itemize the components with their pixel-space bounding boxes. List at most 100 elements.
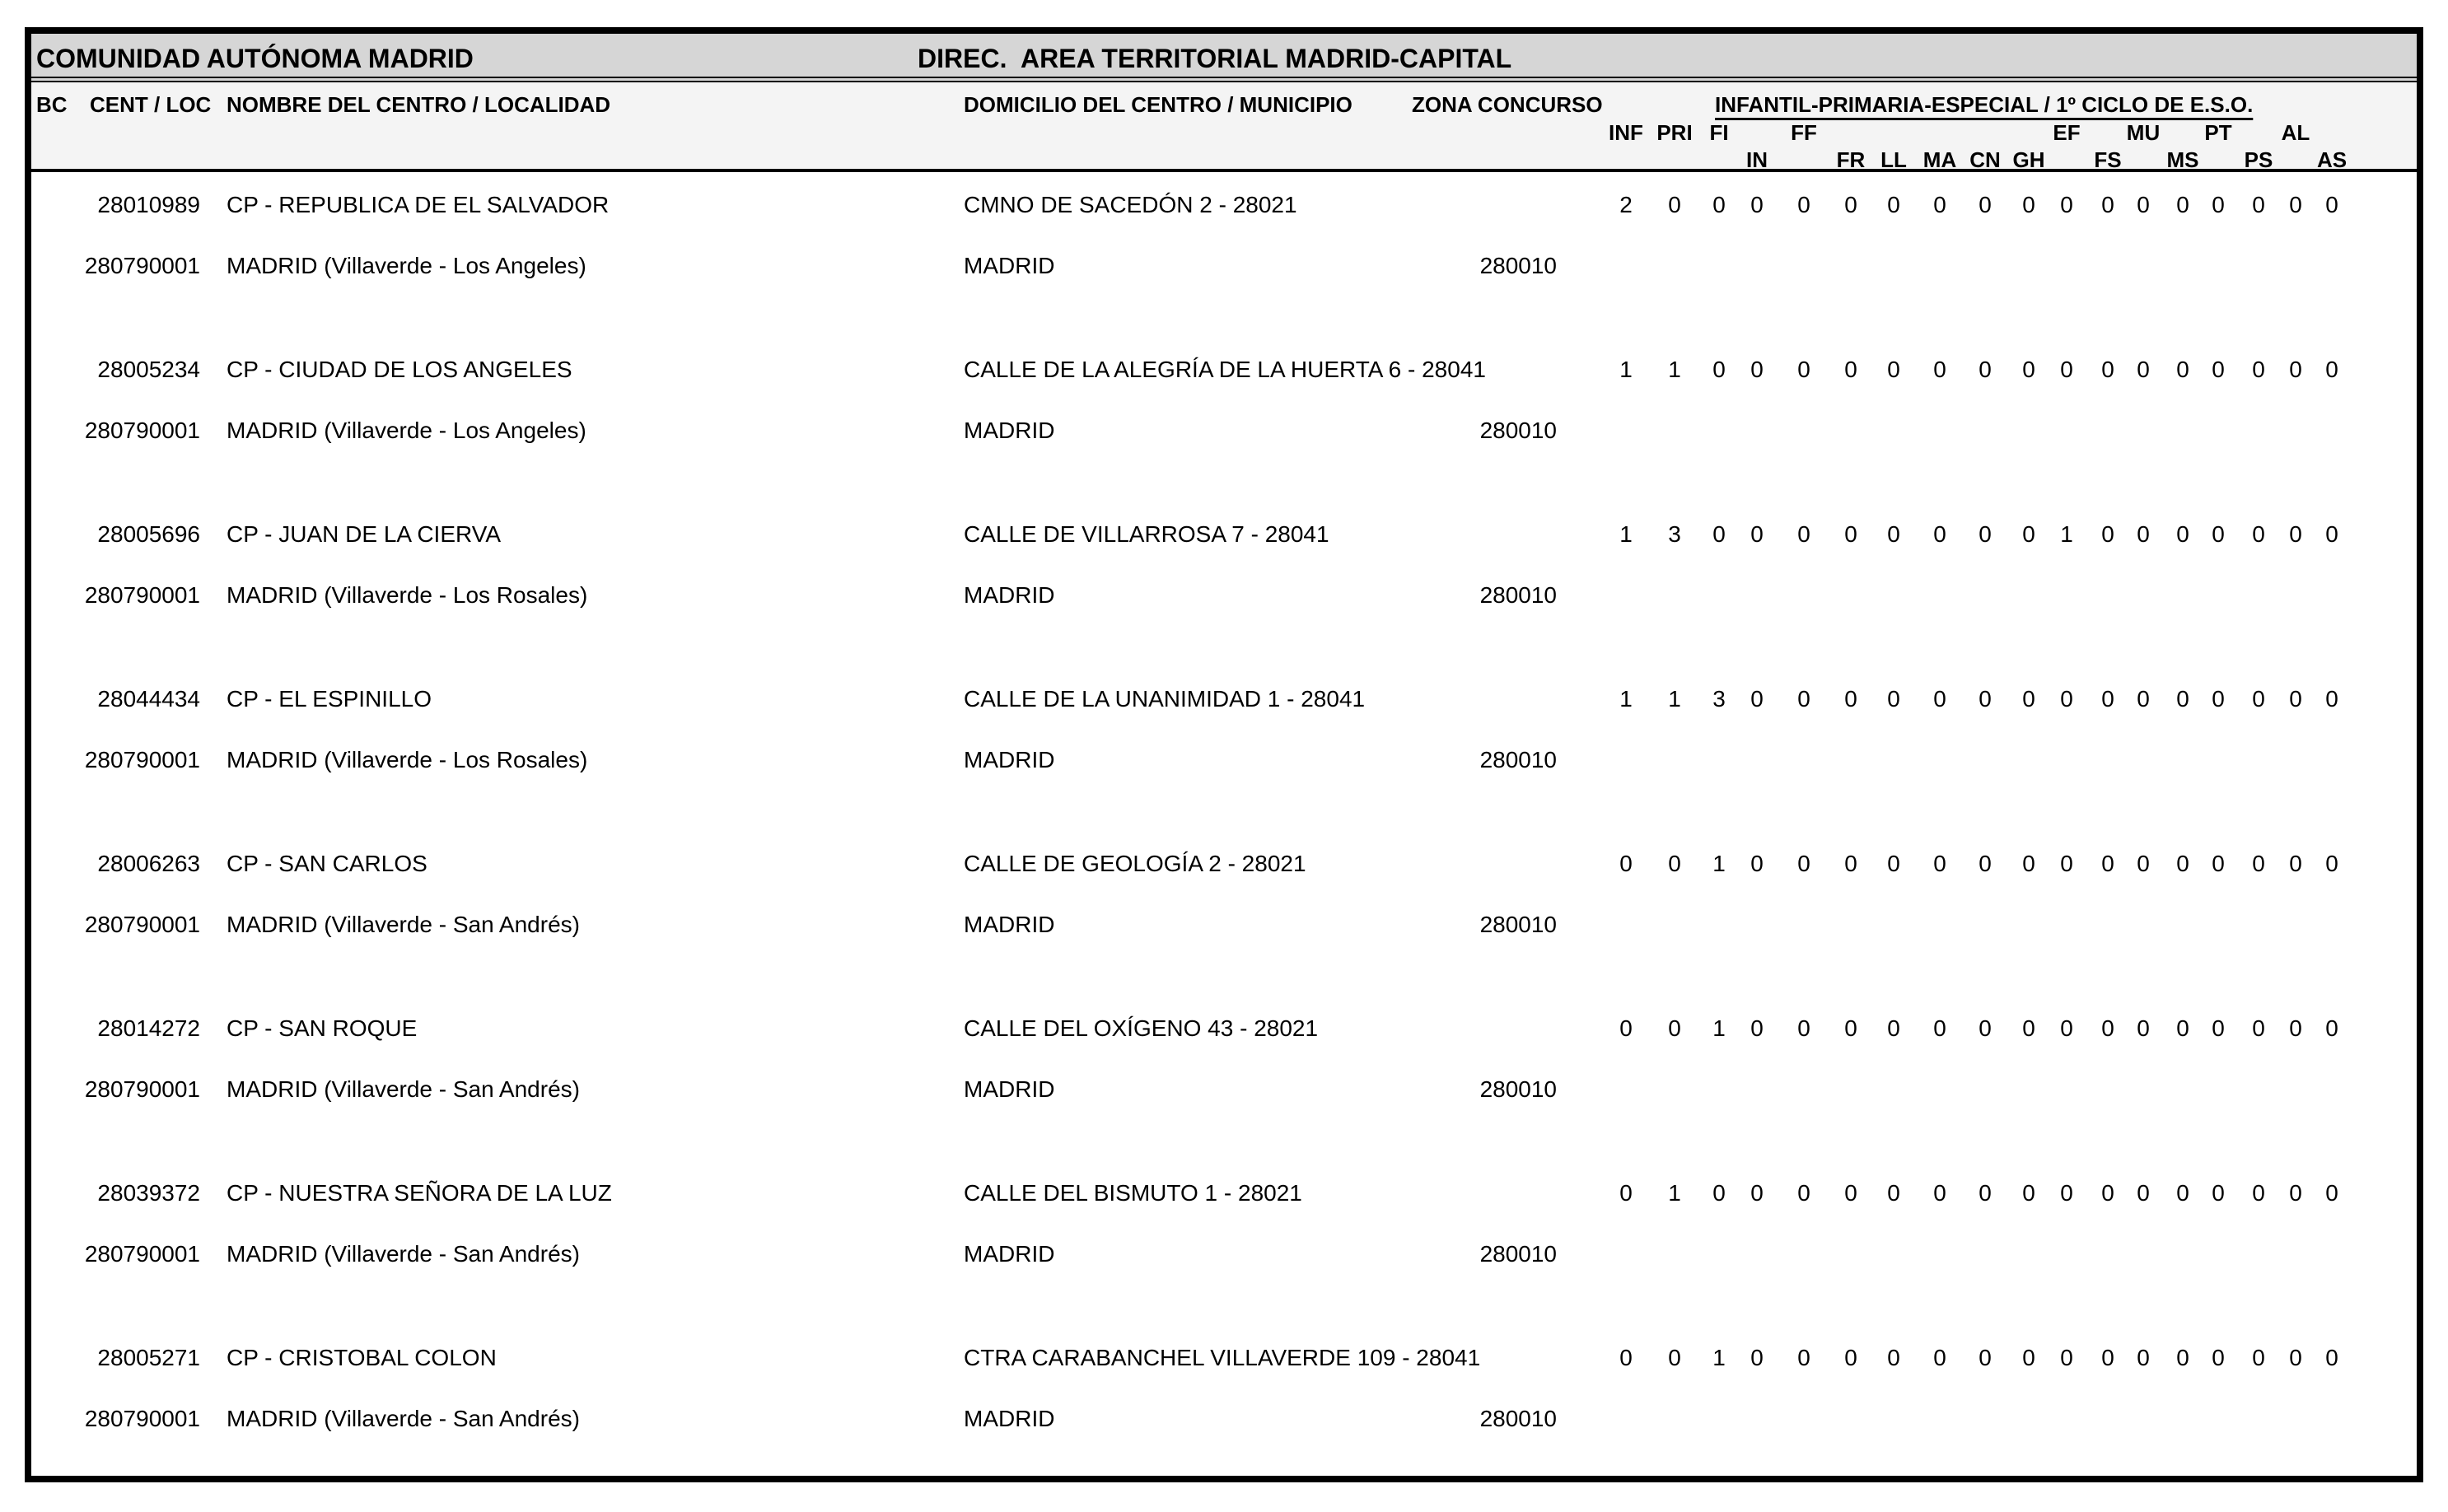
center-address: CALLE DEL BISMUTO 1 - 28021	[964, 1180, 1302, 1206]
report-frame	[25, 27, 2423, 1482]
subcolumn-ff: FF	[1791, 120, 1817, 145]
value-ef: 0	[2060, 1180, 2073, 1206]
value-pri: 1	[1668, 357, 1681, 382]
value-pt: 0	[2212, 851, 2225, 876]
zona-concurso-value: 280010	[1479, 582, 1557, 608]
value-fi: 0	[1712, 1180, 1726, 1206]
subcolumn-fr: FR	[1836, 147, 1866, 172]
column-header-zona-concurso: ZONA CONCURSO	[1412, 92, 1603, 117]
value-ll: 0	[1887, 1180, 1900, 1206]
value-ff: 0	[1797, 686, 1810, 712]
value-in: 0	[1750, 357, 1764, 382]
column-header-group-infantil-primaria: INFANTIL-PRIMARIA-ESPECIAL / 1º CICLO DE…	[1715, 92, 2254, 117]
municipality: MADRID	[964, 912, 1055, 937]
value-fi: 1	[1712, 851, 1726, 876]
value-fi: 1	[1712, 1015, 1726, 1041]
value-gh: 0	[2022, 192, 2035, 217]
center-code: 28039372	[97, 1180, 200, 1206]
value-in: 0	[1750, 521, 1764, 547]
value-fs: 0	[2101, 521, 2114, 547]
region-title: COMUNIDAD AUTÓNOMA MADRID	[36, 44, 474, 73]
value-mu: 0	[2137, 851, 2150, 876]
zona-concurso-value: 280010	[1479, 1241, 1557, 1267]
value-ef: 0	[2060, 192, 2073, 217]
subcolumn-gh: GH	[2012, 147, 2045, 172]
value-as: 0	[2325, 357, 2338, 382]
value-inf: 1	[1619, 521, 1633, 547]
center-name: CP - NUESTRA SEÑORA DE LA LUZ	[227, 1180, 612, 1206]
value-ff: 0	[1797, 1345, 1810, 1370]
value-pt: 0	[2212, 357, 2225, 382]
center-code: 28005234	[97, 357, 200, 382]
center-address: CALLE DEL OXÍGENO 43 - 28021	[964, 1015, 1319, 1041]
value-ll: 0	[1887, 521, 1900, 547]
value-al: 0	[2289, 851, 2302, 876]
value-ef: 0	[2060, 1015, 2073, 1041]
locality-code: 280790001	[84, 747, 200, 772]
value-al: 0	[2289, 521, 2302, 547]
value-ef: 1	[2060, 521, 2073, 547]
value-pri: 0	[1668, 851, 1681, 876]
value-ll: 0	[1887, 1345, 1900, 1370]
center-name: CP - SAN ROQUE	[227, 1015, 418, 1041]
center-code: 28006263	[97, 851, 200, 876]
value-fs: 0	[2101, 1180, 2114, 1206]
value-pri: 0	[1668, 1015, 1681, 1041]
value-al: 0	[2289, 357, 2302, 382]
value-as: 0	[2325, 1345, 2338, 1370]
locality-code: 280790001	[84, 912, 200, 937]
value-gh: 0	[2022, 686, 2035, 712]
value-ef: 0	[2060, 686, 2073, 712]
value-as: 0	[2325, 1015, 2338, 1041]
value-cn: 0	[1978, 1345, 1992, 1370]
subcolumn-as: AS	[2316, 147, 2348, 172]
column-header-cent-loc: CENT / LOC	[90, 92, 212, 117]
value-fr: 0	[1844, 357, 1857, 382]
value-pri: 1	[1668, 1180, 1681, 1206]
value-al: 0	[2289, 192, 2302, 217]
value-fr: 0	[1844, 1015, 1857, 1041]
value-ms: 0	[2176, 1345, 2189, 1370]
value-as: 0	[2325, 851, 2338, 876]
value-ll: 0	[1887, 1015, 1900, 1041]
value-pt: 0	[2212, 192, 2225, 217]
value-as: 0	[2325, 686, 2338, 712]
locality-code: 280790001	[84, 418, 200, 443]
value-mu: 0	[2137, 521, 2150, 547]
value-fs: 0	[2101, 1015, 2114, 1041]
value-in: 0	[1750, 1180, 1764, 1206]
value-in: 0	[1750, 686, 1764, 712]
locality-name: MADRID (Villaverde - San Andrés)	[227, 1406, 580, 1431]
locality-code: 280790001	[84, 1241, 200, 1267]
column-header-bc: BC	[36, 92, 68, 117]
value-ps: 0	[2252, 1015, 2265, 1041]
locality-name: MADRID (Villaverde - San Andrés)	[227, 912, 580, 937]
subcolumn-ef: EF	[2053, 120, 2081, 145]
value-ma: 0	[1933, 357, 1946, 382]
value-ma: 0	[1933, 1180, 1946, 1206]
value-ef: 0	[2060, 357, 2073, 382]
locality-name: MADRID (Villaverde - San Andrés)	[227, 1241, 580, 1267]
value-inf: 2	[1619, 192, 1633, 217]
value-ps: 0	[2252, 1345, 2265, 1370]
column-header-nombre: NOMBRE DEL CENTRO / LOCALIDAD	[227, 92, 611, 117]
municipality: MADRID	[964, 418, 1055, 443]
value-ff: 0	[1797, 521, 1810, 547]
value-ms: 0	[2176, 686, 2189, 712]
value-fi: 0	[1712, 521, 1726, 547]
municipality: MADRID	[964, 1076, 1055, 1102]
value-pri: 0	[1668, 1345, 1681, 1370]
locality-code: 280790001	[84, 582, 200, 608]
value-gh: 0	[2022, 851, 2035, 876]
center-code: 28044434	[97, 686, 200, 712]
value-fr: 0	[1844, 521, 1857, 547]
municipality: MADRID	[964, 582, 1055, 608]
value-cn: 0	[1978, 851, 1992, 876]
territorial-title: DIREC. AREA TERRITORIAL MADRID-CAPITAL	[918, 44, 1512, 73]
value-pri: 1	[1668, 686, 1681, 712]
value-ms: 0	[2176, 357, 2189, 382]
municipality: MADRID	[964, 747, 1055, 772]
municipality: MADRID	[964, 253, 1055, 278]
subcolumn-ps: PS	[2244, 147, 2273, 172]
value-fr: 0	[1844, 1345, 1857, 1370]
